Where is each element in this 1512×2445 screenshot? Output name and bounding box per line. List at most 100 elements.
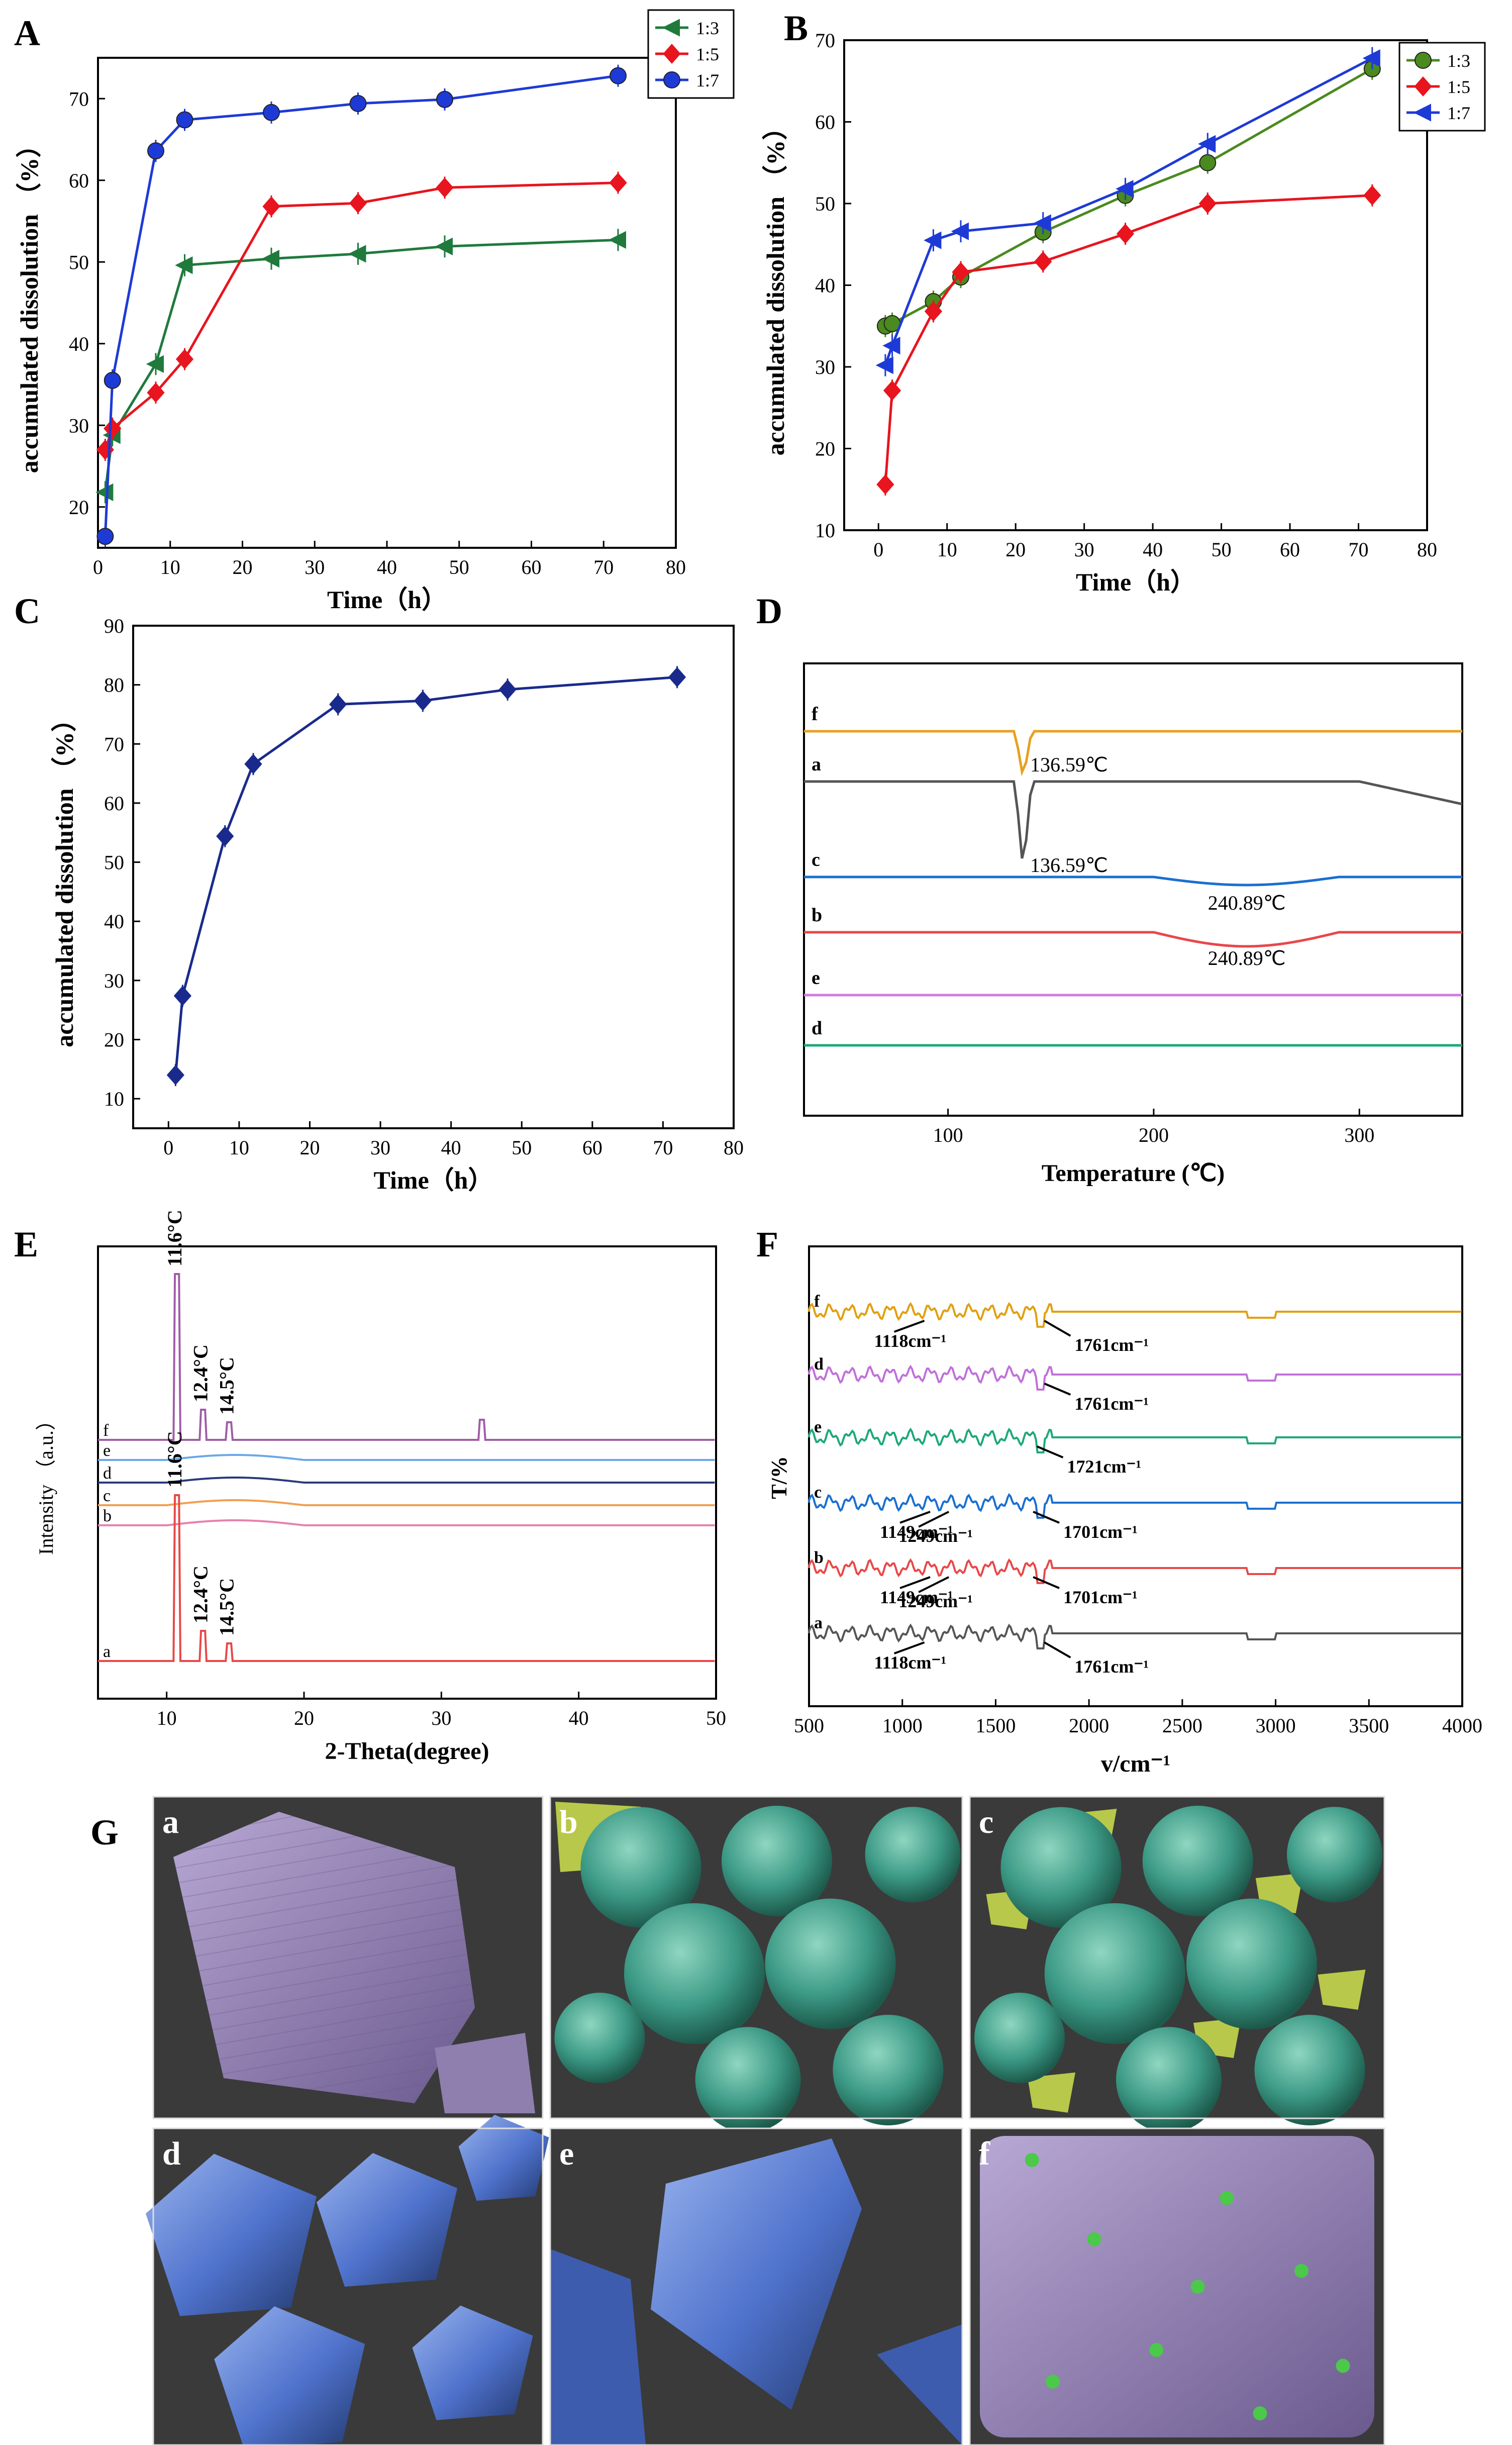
data-point <box>436 177 454 198</box>
y-tick-label: 50 <box>815 192 835 215</box>
annotation-arrow <box>918 1576 950 1593</box>
x-tick-label: 0 <box>163 1136 173 1159</box>
panel-letter-g: G <box>90 1812 119 1852</box>
ftir-trace-c <box>808 1493 1462 1519</box>
data-point <box>1116 224 1135 244</box>
data-point <box>436 90 453 108</box>
data-point <box>1198 193 1217 214</box>
y-axis-label: Intensity （a.u.） <box>35 1410 57 1555</box>
data-point <box>263 104 280 121</box>
sem-label: f <box>979 2135 990 2172</box>
data-point <box>175 256 193 274</box>
data-point <box>498 679 517 700</box>
plot-frame <box>803 662 1463 1117</box>
x-tick-label: 70 <box>593 556 614 578</box>
small-crystal <box>435 2033 535 2113</box>
green-dot <box>1294 2264 1308 2278</box>
trace-label: d <box>814 1355 824 1374</box>
y-tick-label: 30 <box>69 414 89 437</box>
band-annotation: 1761cm⁻¹ <box>1074 1394 1149 1414</box>
x-tick-label: 3500 <box>1349 1714 1389 1737</box>
y-axis-label: accumulated dissolution （%） <box>50 707 78 1047</box>
sem-frame <box>969 1796 1385 2119</box>
x-tick-label: 40 <box>377 556 397 578</box>
green-dot <box>1220 2191 1234 2205</box>
legend-label: 1:3 <box>1447 51 1470 71</box>
y-tick-label: 20 <box>69 496 89 519</box>
trace-label: f <box>103 1421 109 1440</box>
sphere-particle <box>695 2027 801 2133</box>
annotation-arrow <box>1044 1641 1071 1658</box>
dsc-trace-a <box>804 780 1463 859</box>
x-tick-label: 100 <box>933 1124 963 1146</box>
x-tick-label: 50 <box>706 1707 726 1729</box>
sphere-particle <box>1044 1903 1185 2044</box>
sem-label: a <box>162 1804 179 1840</box>
peak-annotation: 14.5°C <box>216 1578 238 1636</box>
data-point <box>244 754 262 774</box>
green-dot <box>1046 2375 1060 2389</box>
sem-image-grid: a b c d e f <box>146 1796 1385 2445</box>
chart-f-ftir: 500 1000 1500 2000 2500 3000 3500 4000 v/cm⁻¹ T/%… <box>767 1245 1482 1777</box>
x-tick-label: 1000 <box>882 1714 923 1737</box>
peak-annotation: 136.59℃ <box>1030 753 1108 776</box>
y-tick-label: 60 <box>815 111 835 134</box>
x-tick-label: 30 <box>370 1136 390 1159</box>
green-dot <box>1025 2153 1039 2167</box>
data-point <box>1199 154 1217 171</box>
series-line-3 <box>104 74 619 537</box>
annotation-arrow <box>899 1511 931 1524</box>
crystal-shape <box>651 2138 862 2410</box>
x-axis-label: Time（h） <box>327 585 447 614</box>
legend-marker <box>662 19 680 37</box>
trace-label: a <box>812 754 821 775</box>
legend-marker <box>1413 104 1431 122</box>
annotation-arrow <box>1033 1576 1060 1589</box>
x-tick-label: 40 <box>569 1707 589 1729</box>
band-annotation: 1761cm⁻¹ <box>1074 1335 1149 1355</box>
x-tick-label: 50 <box>449 556 469 578</box>
crystal-shape <box>317 2153 457 2287</box>
data-point <box>147 382 165 403</box>
xrd-trace-e <box>98 1454 715 1461</box>
dsc-trace-f <box>804 730 1462 776</box>
plot-frame <box>132 625 735 1129</box>
ftir-trace-d <box>808 1364 1462 1391</box>
legend-marker <box>663 44 681 64</box>
data-point <box>924 301 943 322</box>
trace-label: e <box>103 1441 111 1460</box>
y-tick-label: 60 <box>104 792 124 815</box>
sphere-particle <box>865 1807 961 1903</box>
y-tick-label: 70 <box>104 733 124 755</box>
data-point <box>147 142 164 160</box>
data-point <box>216 826 234 846</box>
data-point <box>1116 180 1134 198</box>
trace-label: a <box>814 1614 823 1632</box>
x-tick-label: 2000 <box>1069 1714 1109 1737</box>
x-tick-label: 2500 <box>1162 1714 1202 1737</box>
crystal-shape <box>146 2154 317 2316</box>
rough-particle <box>980 2136 1374 2437</box>
data-point <box>349 193 367 214</box>
dsc-trace-c <box>804 875 1462 887</box>
y-tick-label: 90 <box>104 615 124 637</box>
trace-label: a <box>103 1642 111 1661</box>
data-point <box>166 1065 184 1086</box>
y-axis-label: T/% <box>767 1456 791 1499</box>
data-point <box>1363 185 1381 206</box>
xrd-trace-b <box>98 1519 715 1526</box>
crystal-fragment <box>550 2249 646 2445</box>
y-tick-label: 30 <box>104 969 124 992</box>
sem-frame <box>152 1796 544 2119</box>
band-annotation: 1701cm⁻¹ <box>1063 1587 1138 1607</box>
plot-frame <box>843 39 1428 531</box>
x-tick-label: 500 <box>794 1714 824 1737</box>
x-tick-label: 70 <box>1349 538 1369 561</box>
trace-label: e <box>814 1418 822 1436</box>
annotation-arrow <box>893 1320 925 1333</box>
shard <box>1318 1970 1366 2010</box>
trace-label: f <box>814 1292 820 1311</box>
crystal-shape <box>412 2305 533 2420</box>
sem-image-e: e <box>549 2127 963 2445</box>
